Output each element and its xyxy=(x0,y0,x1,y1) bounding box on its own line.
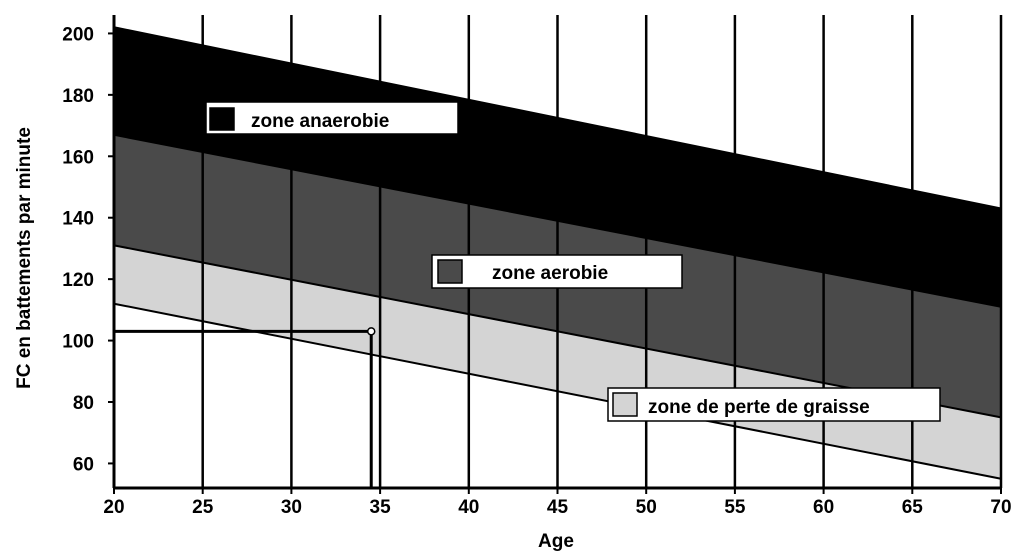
boundary-fat-burn-lower xyxy=(113,302,1002,480)
legend-swatch-anaerobic xyxy=(209,107,235,131)
axes xyxy=(108,15,1002,494)
y-tick-label: 100 xyxy=(62,332,94,353)
y-tick-label: 200 xyxy=(62,24,94,45)
x-tick-label: 65 xyxy=(902,497,924,518)
legend-label-fat-burn: zone de perte de graisse xyxy=(648,397,870,418)
legend-anaerobic: zone anaerobie xyxy=(205,101,459,135)
legend-swatch-fat-burn xyxy=(612,392,638,417)
x-tick-labels: 20 25 30 35 40 45 50 55 60 65 70 xyxy=(103,497,1011,518)
x-tick-label: 70 xyxy=(990,497,1011,518)
x-tick-label: 55 xyxy=(724,497,746,518)
y-tick-label: 180 xyxy=(62,86,94,107)
x-tick-label: 60 xyxy=(813,497,834,518)
x-tick-label: 50 xyxy=(636,497,657,518)
legend-aerobic: zone aerobie xyxy=(431,254,683,289)
legend-swatch-aerobic xyxy=(437,259,463,284)
y-tick-label: 120 xyxy=(62,270,94,291)
y-tick-label: 60 xyxy=(73,454,94,475)
y-tick-label: 80 xyxy=(73,393,94,414)
x-tick-label: 45 xyxy=(547,497,569,518)
boundary-max-hr xyxy=(113,26,1002,210)
annotation-point xyxy=(366,327,376,336)
legend-fat-burn: zone de perte de graisse xyxy=(607,387,941,422)
boundary-anaerobic-lower xyxy=(113,133,1002,308)
x-tick-label: 40 xyxy=(458,497,479,518)
zone-boundaries xyxy=(113,26,1002,480)
y-tick-labels: 60 80 100 120 140 160 180 200 xyxy=(62,24,94,475)
y-tick-label: 160 xyxy=(62,147,94,168)
x-axis-title: Age xyxy=(538,531,574,552)
y-axis-title: FC en battements par minute xyxy=(14,127,35,389)
x-tick-label: 35 xyxy=(370,497,392,518)
x-tick-label: 25 xyxy=(192,497,214,518)
legend-label-anaerobic: zone anaerobie xyxy=(251,111,389,132)
x-tick-label: 20 xyxy=(103,497,124,518)
legend-label-aerobic: zone aerobie xyxy=(492,263,608,284)
y-tick-label: 140 xyxy=(62,209,94,230)
age-annotation xyxy=(114,327,376,488)
x-tick-label: 30 xyxy=(281,497,302,518)
